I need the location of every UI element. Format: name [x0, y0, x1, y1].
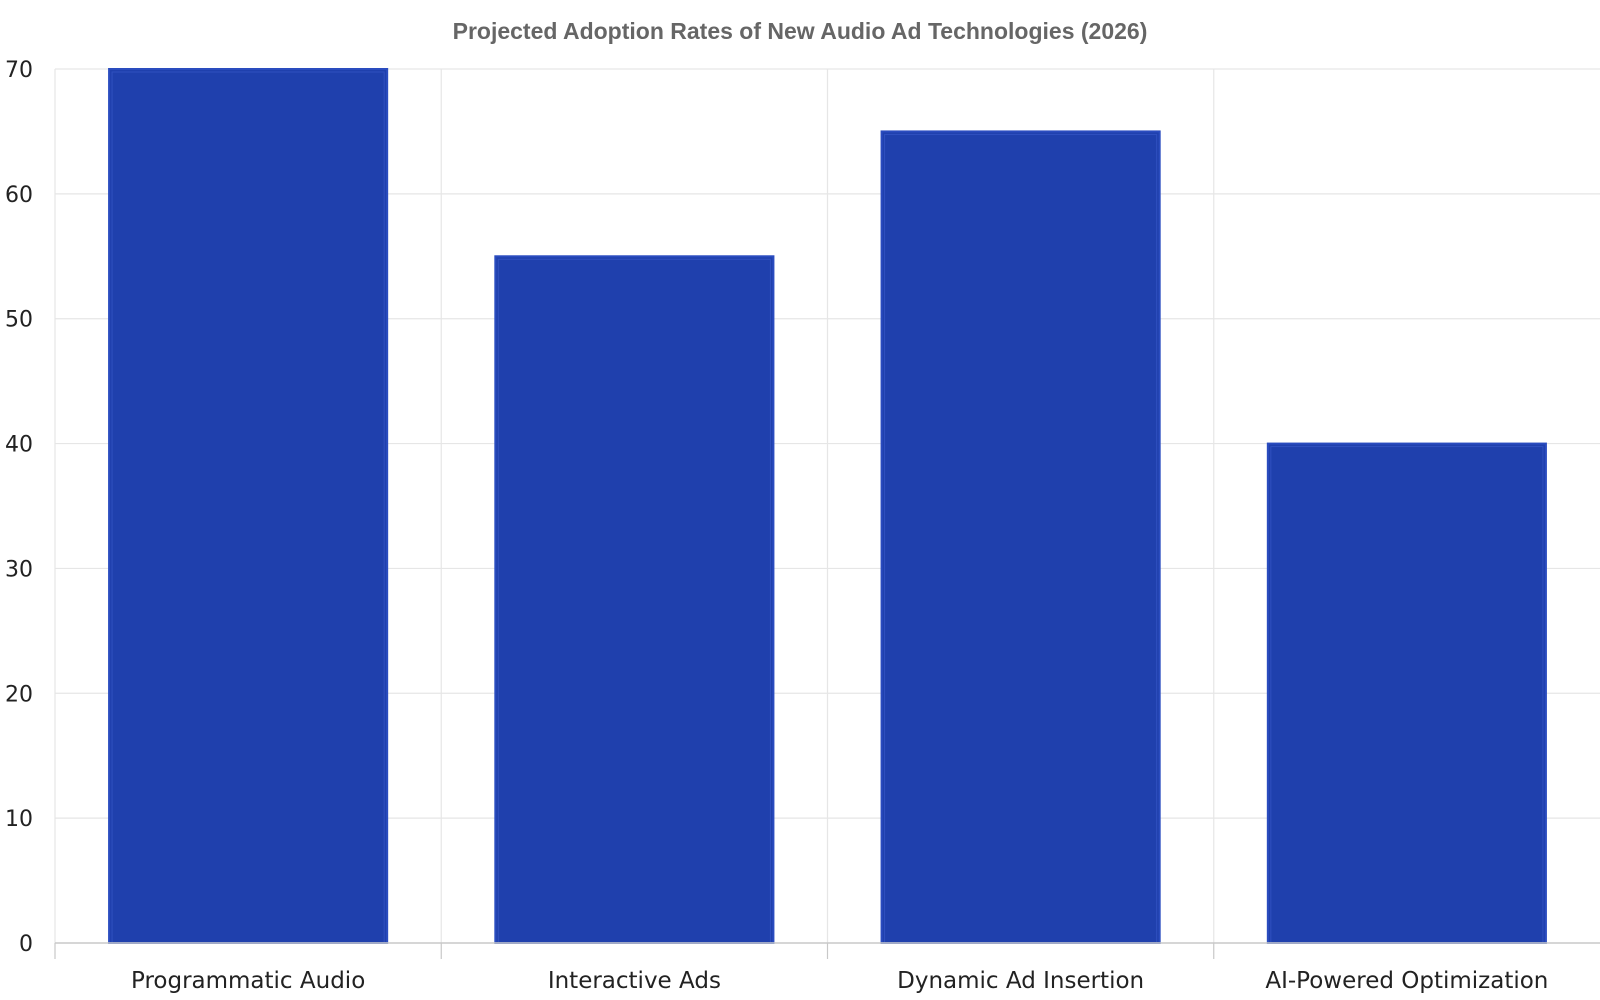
bar-programmatic-audio: [108, 68, 389, 944]
y-tick-label: 10: [5, 807, 33, 832]
y-tick-label: 70: [5, 58, 33, 83]
chart-title: Projected Adoption Rates of New Audio Ad…: [452, 18, 1148, 44]
x-tick-label: Programmatic Audio: [131, 968, 365, 994]
y-tick-label: 50: [5, 308, 33, 333]
bar-dynamic-ad-insertion: [880, 130, 1161, 944]
x-tick-labels: Programmatic Audio Interactive Ads Dynamic…: [131, 968, 1548, 994]
bars-layer: [108, 68, 1547, 944]
axis-layer: [54, 942, 1600, 959]
y-tick-label: 30: [5, 557, 33, 582]
bar-interactive-ads: [494, 255, 775, 944]
y-tick-label: 0: [19, 932, 33, 957]
y-tick-label: 40: [5, 433, 33, 458]
bar-ai-powered-optimization: [1266, 442, 1547, 944]
x-tick-label: AI-Powered Optimization: [1265, 968, 1548, 994]
y-tick-label: 60: [5, 183, 33, 208]
x-tick-label: Interactive Ads: [548, 968, 721, 994]
x-tick-label: Dynamic Ad Insertion: [897, 968, 1144, 994]
y-tick-label: 20: [5, 682, 33, 707]
y-tick-labels: 0 10 20 30 40 50 60 70: [5, 58, 33, 957]
